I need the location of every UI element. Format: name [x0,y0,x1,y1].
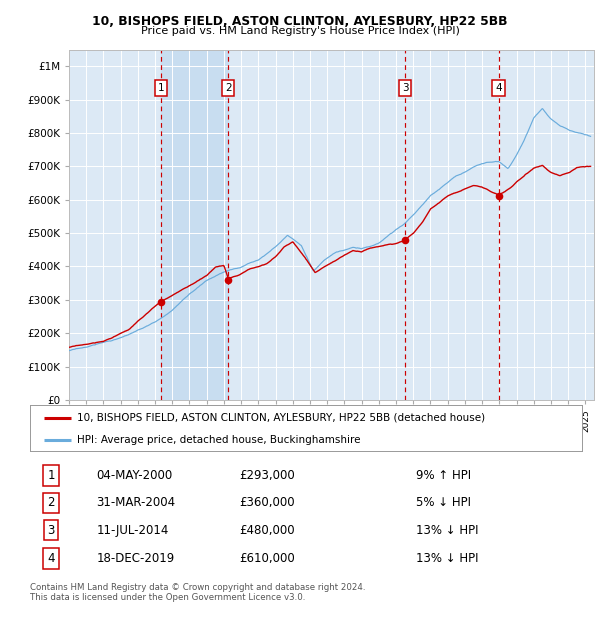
Text: 31-MAR-2004: 31-MAR-2004 [96,497,175,509]
Text: 11-JUL-2014: 11-JUL-2014 [96,524,169,536]
Text: 10, BISHOPS FIELD, ASTON CLINTON, AYLESBURY, HP22 5BB: 10, BISHOPS FIELD, ASTON CLINTON, AYLESB… [92,15,508,28]
Text: 04-MAY-2000: 04-MAY-2000 [96,469,172,482]
Text: 4: 4 [47,552,55,565]
Text: 3: 3 [47,524,55,536]
Text: £360,000: £360,000 [239,497,295,509]
Text: £610,000: £610,000 [239,552,295,565]
Text: 18-DEC-2019: 18-DEC-2019 [96,552,175,565]
Text: 1: 1 [158,83,164,93]
Text: 4: 4 [496,83,502,93]
Text: 10, BISHOPS FIELD, ASTON CLINTON, AYLESBURY, HP22 5BB (detached house): 10, BISHOPS FIELD, ASTON CLINTON, AYLESB… [77,413,485,423]
Bar [161,50,228,400]
Text: 2: 2 [225,83,232,93]
Text: £480,000: £480,000 [239,524,295,536]
Text: 1: 1 [47,469,55,482]
Text: 9% ↑ HPI: 9% ↑ HPI [416,469,472,482]
Text: 3: 3 [401,83,409,93]
Text: £293,000: £293,000 [239,469,295,482]
Text: Contains HM Land Registry data © Crown copyright and database right 2024.
This d: Contains HM Land Registry data © Crown c… [30,583,365,602]
Text: 13% ↓ HPI: 13% ↓ HPI [416,524,479,536]
Text: 13% ↓ HPI: 13% ↓ HPI [416,552,479,565]
Text: Price paid vs. HM Land Registry's House Price Index (HPI): Price paid vs. HM Land Registry's House … [140,26,460,36]
Text: HPI: Average price, detached house, Buckinghamshire: HPI: Average price, detached house, Buck… [77,435,361,445]
Text: 2: 2 [47,497,55,509]
Text: 5% ↓ HPI: 5% ↓ HPI [416,497,472,509]
